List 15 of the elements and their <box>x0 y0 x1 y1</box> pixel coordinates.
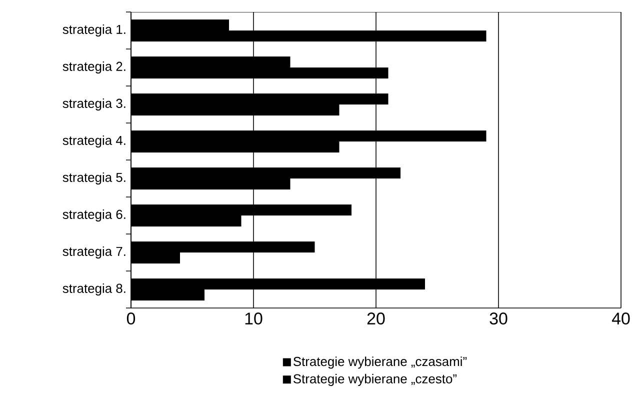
y-tick-label: strategia 4. <box>62 135 126 148</box>
x-tick-label: 10 <box>245 312 262 325</box>
y-tick-label: strategia 5. <box>62 172 126 185</box>
x-tick-label: 20 <box>367 312 385 325</box>
y-tick-label: strategia 3. <box>62 98 126 111</box>
y-tick-label: strategia 8. <box>62 283 126 296</box>
legend-label: Strategie wybierane „czasami” <box>294 356 467 369</box>
legend-label: Strategie wybierane „czesto” <box>294 374 457 386</box>
x-tick-label: 40 <box>612 312 630 325</box>
x-tick-label: 0 <box>126 312 136 325</box>
x-tick-label: 30 <box>490 312 508 325</box>
y-tick-label: strategia 7. <box>62 246 126 259</box>
y-tick-label: strategia 1. <box>62 24 126 37</box>
y-tick-label: strategia 6. <box>62 209 126 222</box>
y-tick-label: strategia 2. <box>62 61 126 74</box>
